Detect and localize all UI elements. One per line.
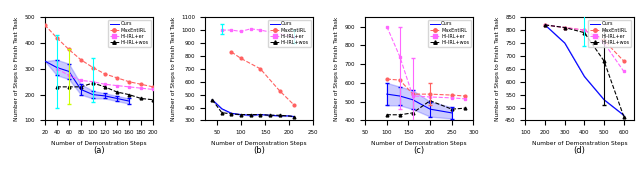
X-axis label: Number of Demonstration Steps: Number of Demonstration Steps bbox=[51, 141, 147, 146]
Title: (a): (a) bbox=[93, 146, 105, 155]
Y-axis label: Number of Steps to Finish Test Task: Number of Steps to Finish Test Task bbox=[495, 17, 500, 121]
Y-axis label: Number of Steps to Finish Test Task: Number of Steps to Finish Test Task bbox=[334, 17, 339, 121]
X-axis label: Number of Demonstration Steps: Number of Demonstration Steps bbox=[532, 141, 627, 146]
Y-axis label: Number of Steps to Finish Test Task: Number of Steps to Finish Test Task bbox=[14, 17, 19, 121]
Title: (d): (d) bbox=[573, 146, 586, 155]
Legend: Ours, MaxEntIRL, Hi-IRL+er, Hi-IRL+wos: Ours, MaxEntIRL, Hi-IRL+er, Hi-IRL+wos bbox=[428, 20, 471, 47]
X-axis label: Number of Demonstration Steps: Number of Demonstration Steps bbox=[371, 141, 467, 146]
Legend: Ours, MaxEntIRL, Hi-IRL+er, Hi-IRL+wos: Ours, MaxEntIRL, Hi-IRL+er, Hi-IRL+wos bbox=[268, 20, 311, 47]
Legend: Ours, MaxEntIRL, Hi-IRL+er, Hi-IRL+wos: Ours, MaxEntIRL, Hi-IRL+er, Hi-IRL+wos bbox=[108, 20, 150, 47]
Title: (c): (c) bbox=[413, 146, 425, 155]
X-axis label: Number of Demonstration Steps: Number of Demonstration Steps bbox=[211, 141, 307, 146]
Title: (b): (b) bbox=[253, 146, 265, 155]
Y-axis label: Number of Steps to Finish Test Task: Number of Steps to Finish Test Task bbox=[171, 17, 176, 121]
Legend: Ours, MaxEntIRL, Hi-IRL+er, Hi-IRL+wos: Ours, MaxEntIRL, Hi-IRL+er, Hi-IRL+wos bbox=[588, 20, 631, 47]
